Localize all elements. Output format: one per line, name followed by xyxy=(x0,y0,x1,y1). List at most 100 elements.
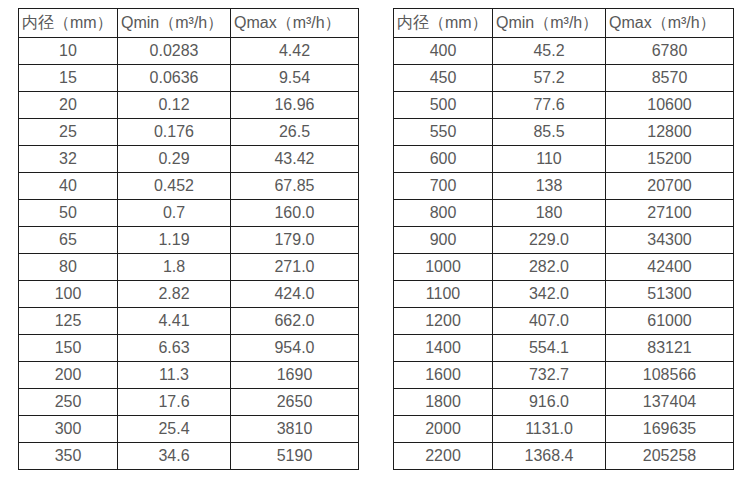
table-row: 200.1216.96 xyxy=(19,92,359,119)
diameter-cell: 2200 xyxy=(394,443,493,470)
column-header: Qmin（m³/h） xyxy=(493,9,606,38)
qmax-cell: 4.42 xyxy=(231,38,359,65)
diameter-cell: 900 xyxy=(394,227,493,254)
table-row: 30025.43810 xyxy=(19,416,359,443)
flow-spec-page: 内径（mm）Qmin（m³/h）Qmax（m³/h） 100.02834.421… xyxy=(0,0,750,483)
table-row: 500.7160.0 xyxy=(19,200,359,227)
diameter-cell: 2000 xyxy=(394,416,493,443)
qmin-cell: 77.6 xyxy=(493,92,606,119)
qmax-cell: 2650 xyxy=(231,389,359,416)
diameter-cell: 32 xyxy=(19,146,118,173)
table-row: 1254.41662.0 xyxy=(19,308,359,335)
qmin-cell: 0.0636 xyxy=(118,65,231,92)
column-header: Qmin（m³/h） xyxy=(118,9,231,38)
qmax-cell: 61000 xyxy=(606,308,734,335)
qmin-cell: 138 xyxy=(493,173,606,200)
qmin-cell: 732.7 xyxy=(493,362,606,389)
qmin-cell: 0.452 xyxy=(118,173,231,200)
header-row: 内径（mm）Qmin（m³/h）Qmax（m³/h） xyxy=(394,9,734,38)
qmax-cell: 9.54 xyxy=(231,65,359,92)
qmin-cell: 407.0 xyxy=(493,308,606,335)
table-row: 45057.28570 xyxy=(394,65,734,92)
qmin-cell: 342.0 xyxy=(493,281,606,308)
qmax-cell: 954.0 xyxy=(231,335,359,362)
qmax-cell: 67.85 xyxy=(231,173,359,200)
qmin-cell: 11.3 xyxy=(118,362,231,389)
qmin-cell: 2.82 xyxy=(118,281,231,308)
qmax-cell: 137404 xyxy=(606,389,734,416)
diameter-cell: 300 xyxy=(19,416,118,443)
diameter-cell: 1100 xyxy=(394,281,493,308)
table-row: 40045.26780 xyxy=(394,38,734,65)
diameter-cell: 400 xyxy=(394,38,493,65)
qmin-cell: 1131.0 xyxy=(493,416,606,443)
qmin-cell: 110 xyxy=(493,146,606,173)
table-row: 1800916.0137404 xyxy=(394,389,734,416)
diameter-cell: 1800 xyxy=(394,389,493,416)
table-row: 320.2943.42 xyxy=(19,146,359,173)
table-row: 1000282.042400 xyxy=(394,254,734,281)
table-row: 1400554.183121 xyxy=(394,335,734,362)
qmax-cell: 10600 xyxy=(606,92,734,119)
diameter-cell: 100 xyxy=(19,281,118,308)
diameter-cell: 65 xyxy=(19,227,118,254)
diameter-cell: 50 xyxy=(19,200,118,227)
diameter-cell: 250 xyxy=(19,389,118,416)
diameter-cell: 80 xyxy=(19,254,118,281)
diameter-cell: 10 xyxy=(19,38,118,65)
header-row: 内径（mm）Qmin（m³/h）Qmax（m³/h） xyxy=(19,9,359,38)
qmin-cell: 17.6 xyxy=(118,389,231,416)
qmin-cell: 0.0283 xyxy=(118,38,231,65)
table-row: 55085.512800 xyxy=(394,119,734,146)
table-row: 801.8271.0 xyxy=(19,254,359,281)
table-row: 1002.82424.0 xyxy=(19,281,359,308)
qmax-cell: 205258 xyxy=(606,443,734,470)
column-header: Qmax（m³/h） xyxy=(606,9,734,38)
diameter-cell: 800 xyxy=(394,200,493,227)
diameter-cell: 550 xyxy=(394,119,493,146)
qmin-cell: 0.7 xyxy=(118,200,231,227)
flow-table-small-diameters: 内径（mm）Qmin（m³/h）Qmax（m³/h） 100.02834.421… xyxy=(18,8,359,470)
qmax-cell: 662.0 xyxy=(231,308,359,335)
qmin-cell: 45.2 xyxy=(493,38,606,65)
table-row: 1600732.7108566 xyxy=(394,362,734,389)
table-row: 651.19179.0 xyxy=(19,227,359,254)
diameter-cell: 150 xyxy=(19,335,118,362)
diameter-cell: 200 xyxy=(19,362,118,389)
qmin-cell: 916.0 xyxy=(493,389,606,416)
qmin-cell: 1.19 xyxy=(118,227,231,254)
qmin-cell: 0.29 xyxy=(118,146,231,173)
flow-table-large-diameters: 内径（mm）Qmin（m³/h）Qmax（m³/h） 40045.2678045… xyxy=(393,8,734,470)
table-row: 25017.62650 xyxy=(19,389,359,416)
qmax-cell: 424.0 xyxy=(231,281,359,308)
qmax-cell: 42400 xyxy=(606,254,734,281)
qmax-cell: 160.0 xyxy=(231,200,359,227)
table-row: 100.02834.42 xyxy=(19,38,359,65)
diameter-cell: 1400 xyxy=(394,335,493,362)
diameter-cell: 1000 xyxy=(394,254,493,281)
diameter-cell: 350 xyxy=(19,443,118,470)
table-row: 400.45267.85 xyxy=(19,173,359,200)
diameter-cell: 600 xyxy=(394,146,493,173)
qmax-cell: 26.5 xyxy=(231,119,359,146)
table-row: 1506.63954.0 xyxy=(19,335,359,362)
diameter-cell: 40 xyxy=(19,173,118,200)
diameter-cell: 20 xyxy=(19,92,118,119)
qmin-cell: 85.5 xyxy=(493,119,606,146)
qmax-cell: 43.42 xyxy=(231,146,359,173)
diameter-cell: 450 xyxy=(394,65,493,92)
qmax-cell: 8570 xyxy=(606,65,734,92)
diameter-cell: 500 xyxy=(394,92,493,119)
qmax-cell: 108566 xyxy=(606,362,734,389)
diameter-cell: 125 xyxy=(19,308,118,335)
qmin-cell: 1368.4 xyxy=(493,443,606,470)
qmin-cell: 57.2 xyxy=(493,65,606,92)
qmin-cell: 180 xyxy=(493,200,606,227)
qmin-cell: 25.4 xyxy=(118,416,231,443)
table-row: 60011015200 xyxy=(394,146,734,173)
qmin-cell: 282.0 xyxy=(493,254,606,281)
diameter-cell: 15 xyxy=(19,65,118,92)
qmin-cell: 0.12 xyxy=(118,92,231,119)
qmax-cell: 12800 xyxy=(606,119,734,146)
table-row: 20001131.0169635 xyxy=(394,416,734,443)
